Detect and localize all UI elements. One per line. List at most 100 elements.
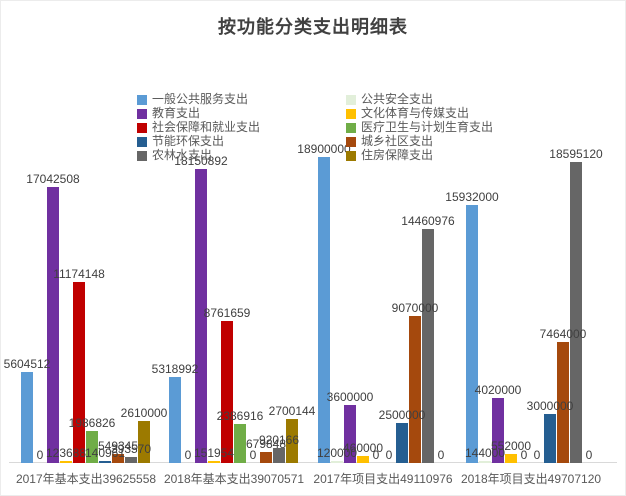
legend-label: 医疗卫生与计划生育支出	[361, 120, 494, 134]
bar	[112, 454, 124, 463]
legend-swatch-icon	[346, 150, 356, 161]
legend-item: 一般公共服务支出	[137, 93, 248, 106]
legend-swatch-icon	[346, 136, 356, 147]
bar-value-label: 0	[585, 448, 593, 462]
bar	[169, 377, 181, 463]
bar-value-label: 120000	[316, 446, 358, 460]
x-axis-category: 2017年项目支出49110976	[313, 472, 453, 486]
bar	[331, 461, 343, 463]
legend-swatch-icon	[137, 122, 147, 133]
bar	[86, 431, 98, 463]
bar	[466, 205, 478, 463]
bar	[479, 461, 491, 463]
bar-value-label: 9070000	[391, 301, 439, 315]
bar	[73, 282, 85, 463]
legend-swatch-icon	[137, 108, 147, 119]
bar-value-label: 14460976	[401, 214, 455, 228]
bar	[21, 372, 33, 463]
legend-label: 节能环保支出	[152, 134, 225, 148]
bar-value-label: 0	[533, 448, 541, 462]
bar-value-label: 2700144	[268, 404, 316, 418]
bar	[195, 169, 207, 463]
legend-item: 住房保障支出	[346, 149, 433, 162]
bar	[492, 398, 504, 463]
bar-value-label: 0	[36, 448, 44, 462]
bar	[234, 424, 246, 463]
legend-swatch-icon	[346, 122, 356, 133]
bar-value-label: 0	[249, 448, 257, 462]
x-axis-category: 2018年基本支出39070571	[163, 472, 305, 486]
bar-value-label: 144000	[464, 446, 506, 460]
bar-value-label: 0	[372, 448, 380, 462]
bar	[99, 461, 111, 463]
bar-value-label: 2610000	[120, 406, 168, 420]
legend-item: 城乡社区支出	[346, 135, 433, 148]
bar-value-label: 2500000	[378, 408, 426, 422]
legend-swatch-icon	[346, 108, 356, 119]
bar-value-label: 140961	[84, 446, 126, 460]
bar-value-label: 552000	[490, 439, 532, 453]
legend-label: 公共安全支出	[361, 92, 434, 106]
bar	[505, 454, 517, 463]
bar	[396, 423, 408, 463]
bar	[544, 414, 556, 463]
bar-value-label: 0	[385, 448, 393, 462]
legend-item: 教育支出	[137, 107, 200, 120]
bar	[422, 229, 434, 463]
legend-item: 社会保障和就业支出	[137, 121, 260, 134]
bar	[221, 321, 233, 463]
bar-value-label: 15932000	[445, 190, 499, 204]
bar-value-label: 2386916	[216, 409, 264, 423]
x-axis-line	[9, 462, 617, 463]
bar	[570, 162, 582, 463]
legend-label: 一般公共服务支出	[152, 92, 249, 106]
legend-swatch-icon	[346, 94, 356, 105]
bar-value-label: 5604512	[3, 357, 51, 371]
legend-item: 农林水支出	[137, 149, 212, 162]
bar-value-label: 0	[437, 448, 445, 462]
bar-value-label: 18900000	[297, 142, 351, 156]
bar-value-label: 11174148	[53, 267, 105, 281]
bar-value-label: 5318992	[151, 362, 199, 376]
legend-item: 医疗卫生与计划生育支出	[346, 121, 493, 134]
bar-value-label: 920166	[258, 433, 300, 447]
bar-value-label: 8761659	[203, 306, 251, 320]
bar	[286, 419, 298, 463]
bar-value-label: 0	[520, 448, 528, 462]
bar	[409, 316, 421, 463]
legend-label: 农林水支出	[152, 148, 213, 162]
bar-value-label: 1986826	[68, 416, 116, 430]
x-axis-category: 2018年项目支出49707120	[460, 472, 602, 486]
legend-item: 公共安全支出	[346, 93, 433, 106]
legend-swatch-icon	[137, 150, 147, 161]
bar-value-label: 4020000	[474, 383, 522, 397]
bar-value-label: 123688	[45, 446, 87, 460]
bar-value-label: 17042508	[26, 172, 80, 186]
bar-value-label: 7464000	[539, 327, 587, 341]
legend-swatch-icon	[137, 94, 147, 105]
legend-label: 文化体育与传媒支出	[361, 106, 470, 120]
bar	[557, 342, 569, 463]
bar-value-label: 151954	[193, 446, 235, 460]
x-axis-category: 2017年基本支出39625558	[15, 472, 157, 486]
legend-swatch-icon	[137, 136, 147, 147]
bar	[138, 421, 150, 463]
legend-label: 教育支出	[152, 106, 201, 120]
legend-item: 节能环保支出	[137, 135, 224, 148]
bar	[125, 457, 137, 463]
legend-item: 文化体育与传媒支出	[346, 107, 469, 120]
legend-label: 城乡社区支出	[361, 134, 434, 148]
bar	[260, 452, 272, 463]
legend-label: 社会保障和就业支出	[152, 120, 261, 134]
bar-value-label: 0	[184, 448, 192, 462]
bar-value-label: 3600000	[326, 390, 374, 404]
bar-value-label: 3000000	[526, 399, 574, 413]
bar-value-label: 393570	[110, 442, 152, 456]
bar	[344, 405, 356, 463]
bar	[357, 456, 369, 463]
bar	[60, 461, 72, 463]
bar-value-label: 18595120	[549, 147, 603, 161]
bar	[208, 461, 220, 463]
